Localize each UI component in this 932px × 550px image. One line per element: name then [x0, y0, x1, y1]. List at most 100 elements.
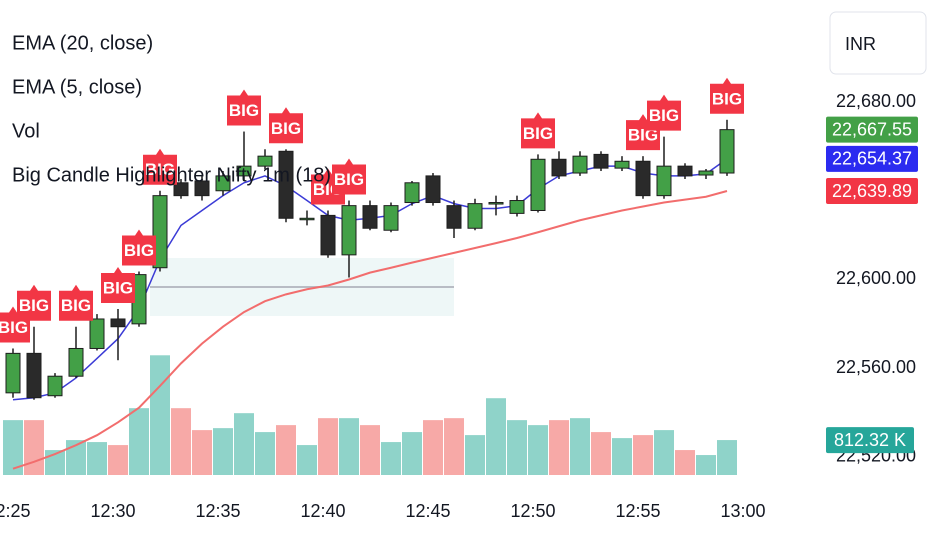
big-label-text: BIG: [523, 124, 553, 143]
volume-bar: [339, 418, 359, 475]
big-label-text: BIG: [649, 106, 679, 125]
legend-entry: Vol: [12, 120, 40, 142]
big-label-text: BIG: [334, 170, 364, 189]
currency-box[interactable]: [829, 11, 927, 75]
volume-bar: [3, 420, 23, 475]
big-label: BIG: [227, 89, 261, 126]
volume-bar: [360, 425, 380, 475]
volume-bar: [234, 413, 254, 475]
ema-line: [12, 190, 728, 470]
legend-entry: Big Candle Highlighter Nifty 1m (18): [12, 164, 331, 186]
big-label: BIG: [101, 266, 135, 303]
big-label-text: BIG: [19, 296, 49, 315]
candle-body: [530, 158, 546, 212]
candle-body: [677, 165, 693, 177]
volume-bar: [717, 440, 737, 475]
x-tick-label: 12:30: [90, 501, 135, 521]
candle-body: [509, 200, 525, 214]
big-label: BIG: [332, 158, 366, 195]
candle-body: [5, 352, 21, 394]
volume-bar: [612, 438, 632, 475]
candle-body: [152, 195, 168, 269]
volume-bar: [318, 418, 338, 475]
candle-body: [383, 205, 399, 231]
candle-body: [194, 180, 210, 197]
price-box: [826, 145, 918, 172]
volume-bar: [87, 442, 107, 475]
big-label: BIG: [59, 284, 93, 321]
y-tick-label: 22,680.00: [836, 91, 916, 111]
candle-body: [698, 170, 714, 176]
candle-body: [173, 182, 189, 197]
x-tick-label: 12:35: [195, 501, 240, 521]
candle-body: [635, 160, 651, 197]
candle-body: [89, 318, 105, 349]
candle-body: [404, 182, 420, 204]
volume-bar: [213, 428, 233, 475]
big-label-text: BIG: [124, 241, 154, 260]
big-label: BIG: [710, 77, 744, 114]
candle-body: [257, 155, 273, 167]
overlay: INR 22,667.55 22,654.37 22,639.89 812.32 K: [826, 11, 927, 454]
big-label-shape: [647, 94, 681, 131]
candle-body: [446, 205, 462, 229]
big-label-shape: [332, 158, 366, 195]
big-label-shape: [59, 284, 93, 321]
x-tick-label: 12:55: [615, 501, 660, 521]
big-label-shape: [227, 89, 261, 126]
big-label: BIG: [647, 94, 681, 131]
volume-bar: [192, 430, 212, 475]
candle-body: [215, 175, 231, 192]
currency: INR: [845, 34, 876, 54]
volume-bar: [297, 445, 317, 475]
volume-bar: [171, 408, 191, 475]
big-label-shape: [17, 284, 51, 321]
candle-body: [320, 214, 336, 256]
big-label-text: BIG: [103, 278, 133, 297]
candle-body: [110, 318, 126, 328]
volume-bar: [696, 455, 716, 475]
big-label-text: BIG: [712, 89, 742, 108]
volume-bar: [150, 355, 170, 475]
price-box: [826, 178, 918, 205]
candle-body: [488, 202, 504, 205]
candle-body: [299, 217, 315, 221]
candle-body: [47, 375, 63, 397]
y-tick-label: 22,560.00: [836, 357, 916, 377]
candle-body: [551, 158, 567, 177]
big-label-shape: [143, 148, 177, 185]
legend-entry: EMA (20, close): [12, 32, 153, 54]
price-box-label: 22,639.89: [832, 181, 912, 201]
x-tick-label: 12:25: [0, 501, 31, 521]
volume-bar: [423, 420, 443, 475]
candle-body: [341, 205, 357, 256]
x-tick-label: 12:50: [510, 501, 555, 521]
volume-bar: [507, 420, 527, 475]
big-label: BIG: [122, 229, 156, 266]
big-label-text: BIG: [145, 160, 175, 179]
big-label: BIG: [17, 284, 51, 321]
volume-bar: [444, 418, 464, 475]
volume-bar: [486, 398, 506, 475]
legend-entry: EMA (5, close): [12, 76, 142, 98]
x-tick-label: 12:45: [405, 501, 450, 521]
big-label-shape: [122, 229, 156, 266]
volume-bar: [108, 445, 128, 475]
candle-body: [593, 153, 609, 169]
candle-body: [425, 175, 441, 204]
big-label-text: BIG: [271, 119, 301, 138]
big-label-text: BIG: [61, 296, 91, 315]
candle-body: [68, 347, 84, 377]
price-box-label: 22,667.55: [832, 119, 912, 139]
volume-bar: [24, 420, 44, 475]
x-tick-label: 12:40: [300, 501, 345, 521]
volume-bar: [549, 420, 569, 475]
big-label-shape: [521, 112, 555, 149]
volume-bar: [570, 418, 590, 475]
volume-bar: [465, 435, 485, 475]
candle-body: [278, 150, 294, 219]
volume-bar: [633, 435, 653, 475]
volume-box: [826, 427, 914, 454]
